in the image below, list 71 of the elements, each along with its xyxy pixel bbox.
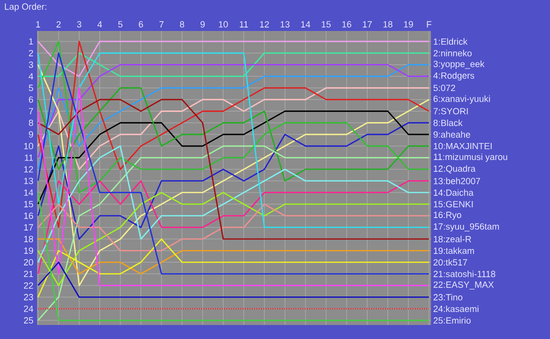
series-label: 23:Tino [434,294,462,300]
x-tick-label: F [426,21,432,28]
x-tick-label: 15 [322,21,331,28]
x-tick-label: 5 [118,21,122,28]
y-tick-label: 10 [24,142,34,150]
x-tick-label: 1 [36,21,40,28]
series-label: 25:Emirio [434,317,471,324]
x-tick-label: 13 [280,21,290,28]
y-tick-label: 24 [24,306,34,312]
y-tick-label: 17 [24,224,34,230]
y-tick-label: 6 [28,96,34,103]
y-tick-label: 3 [28,62,34,68]
series-label: 2:ninneko [434,50,472,56]
y-tick-label: 25 [24,317,34,324]
x-tick-label: 4 [97,21,102,28]
series-label: 24:kasaemi [434,305,478,312]
x-tick-label: 17 [362,21,372,28]
y-tick-label: 13 [24,178,34,184]
y-tick-label: 21 [24,270,34,278]
x-tick-label: 6 [138,21,144,28]
series-label: 11:mizumusi yarou [434,153,508,162]
x-tick-label: 11 [240,21,248,28]
series-label: 16:Ryo [434,212,462,220]
y-tick-label: 18 [24,236,34,242]
y-tick-label: 14 [24,189,34,196]
series-label: 17:syuu_956tam [434,223,499,232]
series-label: 13:beh2007 [434,178,480,184]
y-tick-label: 22 [24,282,34,289]
y-tick-label: 11 [24,154,34,161]
y-tick-label: 1 [29,38,34,45]
y-tick-label: 9 [28,131,34,138]
y-tick-label: 4 [28,73,34,80]
series-label: 8:Black [434,120,463,126]
chart-title: Lap Order: [4,3,46,12]
y-tick-label: 15 [24,201,34,208]
series-label: 6:xanavi-yuuki [434,95,490,104]
y-tick-label: 12 [24,166,34,172]
series-label: 19:takkam [434,247,474,254]
series-label: 20:tk517 [434,258,468,266]
series-label: 3:yoppe_eek [433,60,485,69]
x-tick-label: 16 [342,21,352,28]
series-label: 18:zeal-R [434,236,472,242]
series-label: 9:aheahe [434,131,470,138]
y-tick-label: 20 [24,259,34,266]
x-tick-label: 7 [159,21,164,28]
series-label: 7:SYORI [434,108,468,114]
x-tick-label: 3 [77,21,82,28]
series-label: 4:Rodgers [433,72,474,80]
x-tick-label: 2 [56,21,61,28]
y-tick-label: 8 [28,120,34,126]
x-tick-label: 12 [260,21,269,28]
x-tick-label: 14 [301,21,310,28]
x-tick-label: 9 [200,21,205,28]
y-tick-label: 19 [24,247,34,254]
series-label: 22:EASY_MAX [434,281,494,290]
series-label: 12:Quadra [434,165,476,174]
x-tick-label: 8 [180,21,184,28]
series-label: 21:satoshi-1118 [434,270,496,278]
series-label: 5:072 [434,84,456,92]
y-tick-label: 16 [24,212,34,219]
series-label: 14:Daicha [434,189,474,196]
y-tick-label: 5 [28,84,34,92]
series-label: 10:MAXJINTEI [434,142,492,150]
y-tick-label: 7 [28,108,34,114]
x-tick-label: 18 [384,21,392,28]
y-tick-label: 2 [28,50,34,56]
x-tick-label: 19 [404,21,413,28]
series-label: 1:Eldrick [434,38,468,45]
y-tick-label: 23 [24,294,34,300]
x-tick-label: 10 [218,21,228,28]
series-label: 15:GENKI [434,200,473,208]
